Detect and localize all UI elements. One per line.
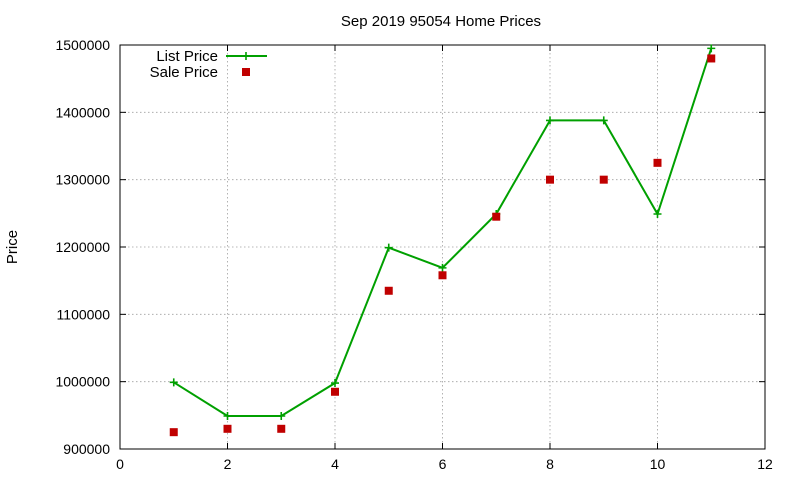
legend-marker <box>242 68 250 76</box>
data-point <box>331 387 339 396</box>
data-point <box>653 158 662 167</box>
legend-marker <box>242 52 250 60</box>
series-layer <box>169 44 716 437</box>
data-point <box>223 412 232 421</box>
x-tick-label: 8 <box>546 456 554 472</box>
series-line <box>173 48 713 418</box>
data-point <box>546 175 554 184</box>
y-tick-label: 1200000 <box>55 239 110 255</box>
x-tick-label: 6 <box>439 456 447 472</box>
y-tick-label: 1000000 <box>55 374 110 390</box>
data-point <box>169 428 178 437</box>
y-tick-label: 1300000 <box>55 172 110 188</box>
x-tick-label: 10 <box>650 456 666 472</box>
series-list-price <box>169 44 716 421</box>
y-tick-label: 900000 <box>63 441 110 457</box>
data-point <box>169 378 178 387</box>
series-sale-price <box>169 54 716 437</box>
y-tick-label: 1500000 <box>55 37 110 53</box>
chart-title: Sep 2019 95054 Home Prices <box>341 13 541 30</box>
y-tick-label: 1400000 <box>55 104 110 120</box>
y-axis-label: Price <box>4 230 21 264</box>
data-point <box>331 379 339 388</box>
data-point <box>653 210 662 219</box>
data-point <box>707 54 716 63</box>
y-tick-label: 1100000 <box>57 306 111 322</box>
data-point <box>223 424 232 433</box>
data-point <box>492 212 501 221</box>
data-point <box>707 44 716 53</box>
x-tick-label: 12 <box>757 456 773 472</box>
axis-ticks: 0 2 4 6 8 10 12 900000 1000000 1100000 1200000 1300… <box>55 37 773 472</box>
x-tick-label: 2 <box>224 456 232 472</box>
data-point <box>599 116 608 125</box>
legend-label: List Price <box>156 48 218 65</box>
data-point <box>599 175 608 184</box>
legend-label: Sale Price <box>150 64 218 81</box>
data-point <box>277 412 286 421</box>
data-point <box>384 243 393 252</box>
data-point <box>277 424 286 433</box>
data-point <box>546 116 554 125</box>
data-point <box>438 263 447 272</box>
x-tick-label: 0 <box>116 456 124 472</box>
data-point <box>384 286 393 295</box>
data-point <box>438 271 447 280</box>
x-tick-label: 4 <box>331 456 339 472</box>
grid <box>120 45 765 449</box>
